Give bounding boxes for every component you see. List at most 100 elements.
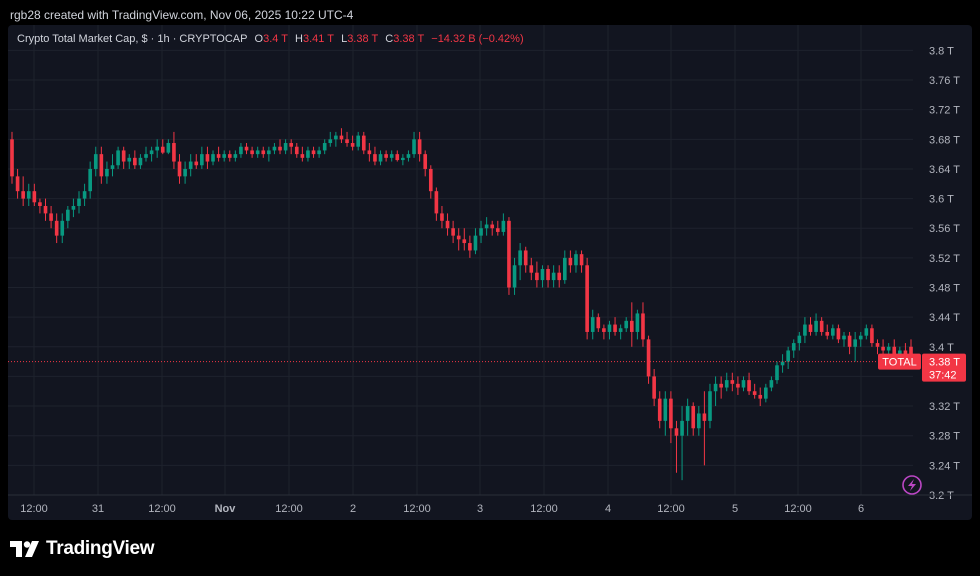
candle <box>691 402 696 436</box>
candle <box>791 339 796 358</box>
candle <box>428 165 433 199</box>
candle <box>345 131 349 147</box>
open-label: O <box>254 33 264 45</box>
chart-panel[interactable]: Crypto Total Market Cap, $ · 1h · CRYPTO… <box>8 25 972 520</box>
candle <box>356 131 361 151</box>
low-label: L <box>341 33 348 45</box>
close-label: C <box>385 33 394 45</box>
candle <box>317 146 321 158</box>
candle <box>736 376 740 395</box>
candle <box>624 317 629 332</box>
candle <box>663 391 668 436</box>
candlestick-chart[interactable]: 3.8 T 3.76 T 3.72 T 3.68 T 3.64 T 3.6 T 3.56 T… <box>8 25 972 520</box>
candle <box>166 139 171 155</box>
candle <box>88 161 92 199</box>
candle <box>752 383 757 399</box>
candle <box>322 139 327 155</box>
candle <box>719 376 723 399</box>
candle <box>501 213 506 236</box>
attribution-header: rgb28 created with TradingView.com, Nov … <box>10 8 354 22</box>
candle <box>786 346 790 370</box>
candle <box>121 146 126 169</box>
candle <box>395 150 400 162</box>
candle <box>680 406 684 481</box>
high-label: H <box>295 33 303 45</box>
candle <box>769 376 774 392</box>
lightning-icon[interactable] <box>902 475 922 495</box>
y-tick-label: 3.56 T <box>929 223 960 235</box>
candles <box>10 128 913 481</box>
candle <box>462 228 467 251</box>
candle <box>523 246 528 273</box>
candle <box>657 391 662 429</box>
candle <box>267 146 271 162</box>
candle <box>557 265 562 288</box>
candle <box>758 387 763 407</box>
x-tick-label: 5 <box>732 503 738 515</box>
candle <box>82 183 87 206</box>
candle <box>233 150 238 162</box>
candle <box>93 146 98 177</box>
candle <box>512 257 517 295</box>
candle <box>412 131 416 158</box>
candle <box>417 131 422 162</box>
low-value: 3.38 T <box>347 33 379 45</box>
candle <box>764 383 768 403</box>
y-tick-label: 3.68 T <box>929 134 960 146</box>
y-tick-label: 3.8 T <box>929 45 954 57</box>
candle <box>54 213 59 244</box>
x-tick-label: Nov <box>215 503 237 515</box>
candle <box>283 139 288 155</box>
candle <box>60 213 65 244</box>
candle <box>300 146 305 162</box>
candle <box>495 220 500 236</box>
y-tick-label: 3.24 T <box>929 460 960 472</box>
time-axis: 12:00 31 12:00 Nov 12:00 2 12:00 3 12:00 4 12:00 5 1… <box>8 494 972 515</box>
candle <box>585 257 589 340</box>
candle <box>334 131 338 147</box>
candle <box>110 154 115 177</box>
candle <box>456 228 461 251</box>
candle <box>127 154 132 169</box>
candle <box>294 143 299 158</box>
y-tick-label: 3.32 T <box>929 401 960 413</box>
candle <box>328 131 333 147</box>
candle <box>540 265 545 288</box>
candle <box>702 391 707 466</box>
symbol-title[interactable]: Crypto Total Market Cap, $ · 1h · CRYPTO… <box>17 33 248 45</box>
last-price-marker: TOTAL 3.38 T37:42 <box>8 353 966 382</box>
candle <box>401 154 405 166</box>
y-tick-label: 3.52 T <box>929 253 960 265</box>
candle <box>635 309 640 340</box>
tradingview-logo-icon <box>10 541 39 557</box>
candle <box>708 383 712 429</box>
candle <box>200 146 204 169</box>
candle <box>847 331 852 355</box>
candle <box>825 324 830 340</box>
candle <box>780 354 785 373</box>
high-value: 3.41 T <box>303 33 334 45</box>
candle <box>842 331 846 347</box>
candle <box>747 372 751 395</box>
candle <box>479 220 483 244</box>
candle <box>853 331 857 362</box>
svg-text:TOTAL: TOTAL <box>882 357 916 369</box>
candle <box>339 128 344 144</box>
candle <box>361 131 366 155</box>
price-axis: 3.8 T 3.76 T 3.72 T 3.68 T 3.64 T 3.6 T 3.56 T… <box>929 45 960 502</box>
candle <box>646 335 651 384</box>
candle <box>255 146 260 158</box>
bar-countdown: 37:42 <box>929 370 957 382</box>
candle <box>596 313 601 332</box>
candle <box>77 191 81 214</box>
candle <box>21 176 25 206</box>
candle <box>278 139 282 155</box>
x-tick-label: 12:00 <box>20 503 48 515</box>
footer-logo: TradingView <box>10 538 155 560</box>
candle <box>562 250 567 284</box>
candle <box>172 131 176 169</box>
candle <box>518 243 522 281</box>
candle <box>183 161 187 184</box>
x-tick-label: 12:00 <box>530 503 558 515</box>
candle <box>568 250 573 273</box>
